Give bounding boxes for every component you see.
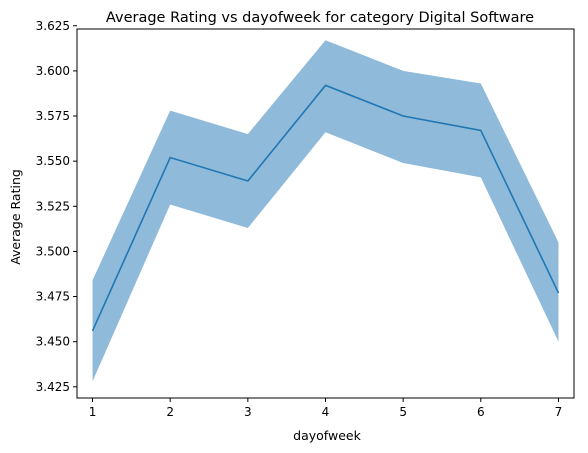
x-tick-label: 1 xyxy=(89,405,97,419)
y-tick-label: 3.550 xyxy=(36,154,70,168)
y-tick-label: 3.575 xyxy=(36,109,70,123)
y-axis: 3.425 3.450 3.475 3.500 3.525 3.550 3.575 3.600… xyxy=(36,19,77,394)
x-tick-label: 7 xyxy=(555,405,563,419)
chart-title: Average Rating vs dayofweek for category… xyxy=(106,10,534,26)
x-axis-label: dayofweek xyxy=(293,428,361,443)
y-tick-label: 3.525 xyxy=(36,199,70,213)
y-tick-label: 3.625 xyxy=(36,19,70,33)
confidence-band xyxy=(92,40,559,382)
x-tick-label: 6 xyxy=(477,405,485,419)
y-tick-label: 3.425 xyxy=(36,380,70,394)
x-tick-label: 4 xyxy=(322,405,330,419)
x-tick-label: 3 xyxy=(244,405,252,419)
y-axis-label: Average Rating xyxy=(8,169,23,265)
y-tick-label: 3.475 xyxy=(36,290,70,304)
x-tick-label: 2 xyxy=(166,405,174,419)
series-line xyxy=(91,84,560,332)
y-tick-label: 3.600 xyxy=(36,64,70,78)
x-axis: 1 2 3 4 5 6 7 xyxy=(89,398,563,419)
y-tick-label: 3.500 xyxy=(36,244,70,258)
plot-area xyxy=(76,28,575,399)
y-tick-label: 3.450 xyxy=(36,335,70,349)
x-tick-label: 5 xyxy=(399,405,407,419)
